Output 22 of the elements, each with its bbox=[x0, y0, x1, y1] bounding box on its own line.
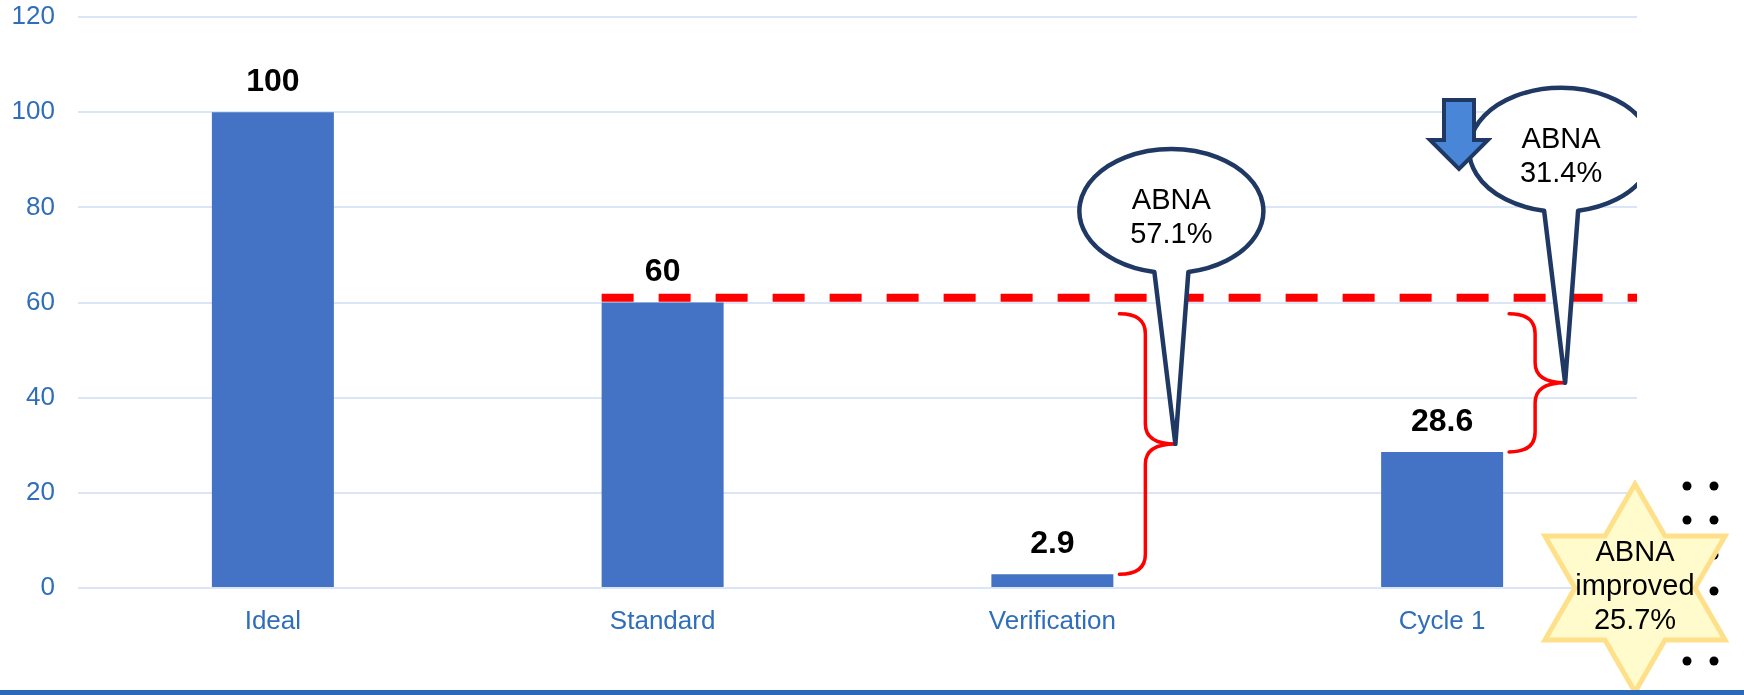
x-tick-label: Verification bbox=[988, 604, 1116, 635]
y-tick-label: 80 bbox=[26, 190, 55, 221]
y-tick-label: 0 bbox=[40, 571, 55, 602]
data-label: 28.6 bbox=[1410, 401, 1474, 438]
y-tick-label: 20 bbox=[26, 476, 55, 507]
y-tick-label: 60 bbox=[26, 285, 55, 316]
bar bbox=[991, 574, 1114, 587]
y-tick-label: 100 bbox=[11, 95, 55, 126]
data-label: 60 bbox=[644, 252, 681, 289]
x-tick-label: Standard bbox=[609, 604, 716, 635]
bar bbox=[211, 112, 334, 587]
y-tick-label: 40 bbox=[26, 380, 55, 411]
annotation: ABNA improved 25.7% bbox=[1574, 534, 1696, 636]
data-label: 100 bbox=[246, 61, 300, 98]
annotation: ABNA 57.1% bbox=[1129, 181, 1214, 250]
x-tick-label: Ideal bbox=[244, 604, 302, 635]
y-tick-label: 120 bbox=[11, 0, 55, 31]
annotation: ABNA 31.4% bbox=[1519, 120, 1604, 189]
data-label: 2.9 bbox=[1030, 524, 1075, 561]
bar bbox=[1381, 451, 1504, 587]
x-tick-label: Cycle 1 bbox=[1398, 604, 1486, 635]
bar bbox=[601, 302, 724, 587]
